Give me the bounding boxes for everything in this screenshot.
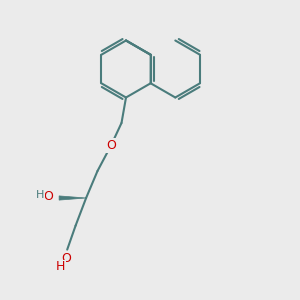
Text: H: H	[36, 190, 45, 200]
Text: O: O	[61, 251, 70, 265]
Polygon shape	[59, 196, 86, 200]
Text: O: O	[44, 190, 53, 203]
Text: O: O	[106, 139, 116, 152]
Text: H: H	[56, 260, 65, 274]
